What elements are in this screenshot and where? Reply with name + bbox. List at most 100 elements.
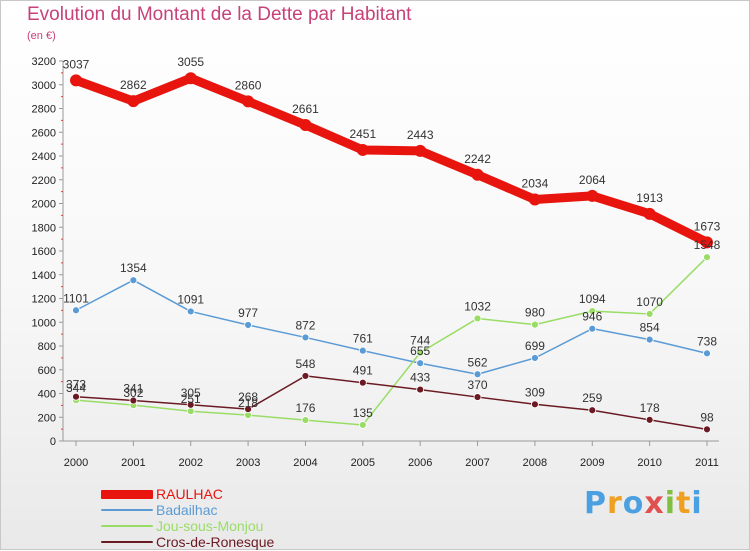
x-tick-label: 2001 xyxy=(121,457,145,469)
logo-letter: P xyxy=(584,486,607,521)
data-point xyxy=(70,74,82,87)
data-label: 135 xyxy=(353,406,373,420)
data-label: 2451 xyxy=(349,127,376,141)
data-label: 268 xyxy=(238,390,258,404)
data-label: 2242 xyxy=(464,152,491,166)
data-point xyxy=(244,321,252,329)
legend-label: Jou-sous-Monjou xyxy=(156,518,264,534)
series-line-raulhac xyxy=(71,73,712,247)
data-label: 2443 xyxy=(407,128,434,142)
data-label: 305 xyxy=(181,386,201,400)
logo-letter: i xyxy=(691,486,703,521)
y-tick-label: 2400 xyxy=(32,151,56,163)
logo-letter: o xyxy=(622,486,645,521)
data-point xyxy=(242,95,255,108)
legend-label: RAULHAC xyxy=(156,486,223,502)
data-label: 977 xyxy=(238,306,258,320)
series-line-badailhac xyxy=(75,279,708,376)
data-label: 433 xyxy=(410,371,430,385)
x-tick-label: 2011 xyxy=(695,457,719,469)
data-point xyxy=(588,406,597,415)
data-point xyxy=(645,335,654,344)
data-label: 872 xyxy=(295,318,315,332)
legend-label: Badailhac xyxy=(156,502,218,518)
data-point xyxy=(301,333,310,342)
data-point xyxy=(645,310,654,318)
y-tick-label: 1400 xyxy=(32,270,56,282)
x-tick-label: 2004 xyxy=(293,457,317,469)
x-tick-label: 2002 xyxy=(178,457,202,469)
y-tick-label: 1600 xyxy=(32,246,56,258)
data-label: 341 xyxy=(123,382,143,396)
y-tick-label: 200 xyxy=(38,412,56,424)
logo-letter: x xyxy=(644,486,665,521)
y-tick-label: 1800 xyxy=(32,222,56,234)
data-label: 1354 xyxy=(120,261,147,275)
data-point xyxy=(358,378,367,387)
data-label: 2064 xyxy=(579,173,606,187)
x-tick-label: 2006 xyxy=(408,457,432,469)
x-tick-label: 2003 xyxy=(236,457,260,469)
data-label: 491 xyxy=(353,364,373,378)
data-label: 744 xyxy=(410,334,430,348)
data-point xyxy=(703,253,711,262)
y-tick-label: 400 xyxy=(38,389,56,401)
data-label: 980 xyxy=(525,306,545,320)
data-label: 1548 xyxy=(694,238,721,252)
chart-title: Evolution du Montant de la Dette par Hab… xyxy=(27,4,412,25)
x-tick-label: 2007 xyxy=(465,457,489,469)
legend-swatch xyxy=(101,541,153,543)
data-label: 2860 xyxy=(235,78,262,92)
x-tick-label: 2008 xyxy=(523,457,547,469)
data-label: 1913 xyxy=(636,191,663,205)
data-label: 699 xyxy=(525,339,545,353)
legend-swatch xyxy=(101,525,153,527)
data-label: 655 xyxy=(410,344,430,358)
data-label: 2862 xyxy=(120,78,147,92)
data-point xyxy=(588,307,597,315)
data-point xyxy=(473,370,482,379)
data-label: 3055 xyxy=(177,55,204,69)
y-tick-label: 3200 xyxy=(32,56,56,68)
data-label: 373 xyxy=(66,378,86,392)
y-tick-label: 600 xyxy=(38,365,56,377)
data-label: 1673 xyxy=(694,219,721,233)
logo-letter: i xyxy=(664,486,677,521)
data-point xyxy=(356,143,369,156)
data-label: 98 xyxy=(700,410,714,424)
y-tick-label: 3000 xyxy=(32,80,56,92)
data-label: 178 xyxy=(640,401,660,415)
data-label: 176 xyxy=(295,401,315,415)
data-point xyxy=(184,72,197,85)
data-point xyxy=(129,276,138,285)
x-tick-label: 2000 xyxy=(64,457,88,469)
data-label: 1094 xyxy=(579,292,606,306)
data-point xyxy=(127,95,140,108)
series-line-jou-sous-monjou xyxy=(75,256,708,426)
data-label: 548 xyxy=(295,357,315,371)
y-tick-label: 800 xyxy=(38,341,56,353)
data-label: 3037 xyxy=(63,57,90,71)
data-point xyxy=(186,407,195,416)
data-point xyxy=(531,400,539,409)
legend-swatch xyxy=(101,509,153,511)
x-tick-label: 2009 xyxy=(580,457,604,469)
data-label: 344 xyxy=(66,381,86,395)
data-label: 738 xyxy=(697,334,717,348)
data-point xyxy=(643,207,656,220)
data-label: 1101 xyxy=(63,291,89,305)
data-point xyxy=(299,119,312,132)
data-label: 562 xyxy=(468,355,488,369)
y-tick-label: 2800 xyxy=(32,104,56,116)
data-label: 1091 xyxy=(177,292,204,306)
logo-letter: t xyxy=(676,486,692,521)
data-point xyxy=(416,348,425,357)
data-point xyxy=(416,359,425,368)
y-tick-label: 1200 xyxy=(32,294,56,306)
legend-label: Cros-de-Ronesque xyxy=(156,534,275,550)
y-tick-label: 2600 xyxy=(32,127,56,139)
x-tick-label: 2005 xyxy=(351,457,375,469)
data-point xyxy=(528,193,541,206)
data-label: 854 xyxy=(640,321,660,335)
